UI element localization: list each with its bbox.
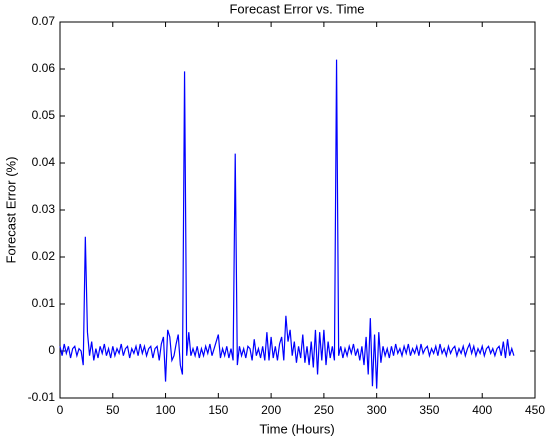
x-tick-label: 200 (261, 403, 281, 417)
plot-frame (59, 21, 536, 399)
x-axis-label: Time (Hours) (259, 421, 334, 436)
x-tick-label: 250 (314, 403, 334, 417)
y-tick-label: -0.01 (28, 390, 56, 404)
x-tick-label: 50 (106, 403, 120, 417)
x-tick-label: 450 (525, 403, 545, 417)
y-tick-label: 0.04 (32, 155, 56, 169)
x-tick-label: 0 (57, 403, 64, 417)
y-tick-label: 0.01 (32, 296, 56, 310)
y-tick-label: 0.07 (32, 14, 56, 28)
x-tick-label: 400 (472, 403, 492, 417)
x-tick-label: 150 (208, 403, 228, 417)
data-line (59, 59, 515, 389)
y-tick-label: 0.02 (32, 249, 56, 263)
y-axis-label: Forecast Error (%) (3, 157, 18, 264)
x-tick-label: 300 (367, 403, 387, 417)
x-tick-label: 350 (419, 403, 439, 417)
y-tick-label: 0.05 (32, 108, 56, 122)
x-tick-label: 100 (156, 403, 176, 417)
y-tick-label: 0.03 (32, 202, 56, 216)
y-tick-label: 0.06 (32, 61, 56, 75)
y-tick-label: 0 (48, 343, 55, 357)
chart-title: Forecast Error vs. Time (229, 1, 364, 16)
